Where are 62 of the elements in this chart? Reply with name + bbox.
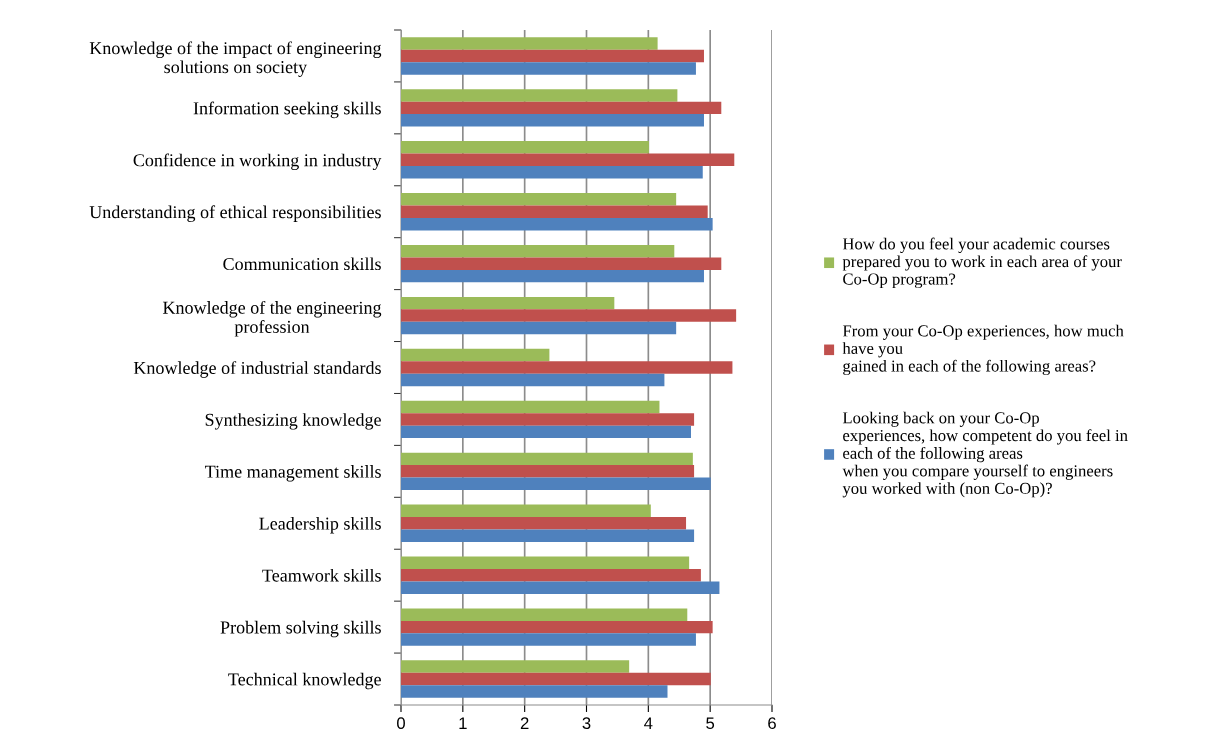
bar (401, 166, 703, 179)
bar (401, 217, 713, 231)
y-tick-label: Knowledge of the impact of engineering solutions on society (89, 41, 382, 77)
x-tick-label: 6 (768, 717, 776, 730)
x-tick-label: 1 (459, 717, 467, 729)
bar (401, 504, 651, 518)
bar (401, 269, 704, 283)
bar (401, 517, 687, 530)
bar (401, 321, 677, 335)
bar (401, 425, 691, 439)
bar (401, 373, 665, 387)
bar (401, 452, 693, 466)
y-tick-label: Information seeking skills (193, 101, 381, 119)
bar (401, 413, 695, 426)
bar (401, 153, 735, 167)
y-tick-label: Technical knowledge (228, 672, 381, 690)
y-tick-label: Communication skills (223, 257, 381, 271)
y-tick-label: Time management skills (205, 465, 381, 482)
legend-label: Looking back on your Co-Op experiences, how competent do you feel in each of the following areas when you compare yourself to engineers you worked with (non Co-Op)? (842, 411, 1128, 498)
bar (401, 244, 675, 258)
y-tick-label: Knowledge of the engineering profession (162, 300, 382, 337)
legend-label: How do you feel your academic courses prepared you to work in each area of your Co-Op program? (842, 237, 1122, 289)
bar (401, 37, 658, 50)
y-tick-label: Problem solving skills (220, 620, 381, 638)
bar (401, 193, 677, 206)
bar (401, 257, 722, 270)
bar (401, 685, 668, 698)
y-tick-label: Confidence in working in industry (133, 153, 382, 171)
bar (401, 114, 704, 127)
bar (401, 348, 550, 362)
bar (401, 608, 688, 621)
y-tick-label: Synthesizing knowledge (205, 413, 381, 430)
bar (401, 49, 704, 63)
bar (401, 672, 711, 686)
bar (401, 556, 690, 569)
y-tick-label: Leadership skills (259, 517, 381, 534)
bar (401, 465, 695, 478)
bar (401, 361, 733, 374)
x-tick-label: 2 (520, 717, 529, 729)
x-tick-label: 5 (706, 717, 715, 730)
bar (401, 581, 720, 594)
bar (401, 205, 708, 218)
x-tick-label: 0 (397, 717, 405, 730)
legend-label: From your Co-Op experiences, how much have you gained in each of the following areas? (842, 324, 1124, 376)
bar (401, 400, 660, 414)
bar (401, 568, 701, 582)
bar (401, 296, 615, 310)
bar (401, 89, 678, 102)
y-tick-label: Understanding of ethical responsibilities (89, 205, 381, 222)
y-tick-label: Teamwork skills (262, 568, 381, 582)
bar (401, 309, 737, 322)
bar (401, 620, 713, 634)
bar (401, 62, 696, 75)
bar (401, 529, 695, 542)
bar (401, 660, 630, 673)
y-tick-label: Knowledge of industrial standards (133, 361, 381, 378)
x-tick-label: 4 (644, 717, 653, 729)
bar (401, 477, 711, 491)
bar (401, 141, 649, 154)
bar (401, 633, 696, 646)
bar (401, 101, 722, 115)
x-tick-label: 3 (582, 717, 591, 730)
